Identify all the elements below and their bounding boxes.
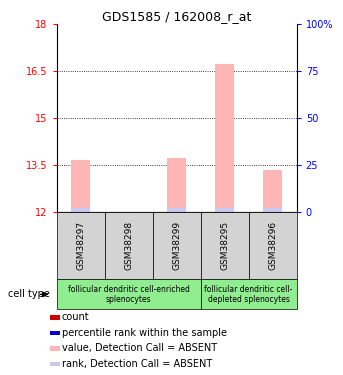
- Bar: [201, 212, 249, 279]
- Text: percentile rank within the sample: percentile rank within the sample: [62, 328, 227, 338]
- Bar: [153, 212, 201, 279]
- Text: value, Detection Call = ABSENT: value, Detection Call = ABSENT: [62, 343, 217, 353]
- Text: count: count: [62, 312, 90, 322]
- Text: GSM38299: GSM38299: [172, 221, 181, 270]
- Bar: [71, 208, 90, 212]
- Bar: [201, 279, 297, 309]
- Bar: [105, 212, 153, 279]
- Bar: [71, 160, 90, 212]
- Bar: [57, 212, 105, 279]
- Bar: [50, 315, 60, 320]
- Text: rank, Detection Call = ABSENT: rank, Detection Call = ABSENT: [62, 358, 212, 369]
- Text: GSM38296: GSM38296: [268, 221, 277, 270]
- Bar: [50, 362, 60, 366]
- Bar: [57, 279, 201, 309]
- Title: GDS1585 / 162008_r_at: GDS1585 / 162008_r_at: [102, 10, 251, 23]
- Bar: [50, 346, 60, 351]
- Bar: [167, 158, 186, 212]
- Text: cell type: cell type: [8, 290, 50, 299]
- Bar: [167, 208, 186, 212]
- Text: GSM38297: GSM38297: [76, 221, 85, 270]
- Text: follicular dendritic cell-enriched
splenocytes: follicular dendritic cell-enriched splen…: [68, 285, 190, 304]
- Bar: [215, 64, 234, 212]
- Bar: [263, 170, 282, 212]
- Text: follicular dendritic cell-
depleted splenocytes: follicular dendritic cell- depleted sple…: [204, 285, 293, 304]
- Bar: [215, 208, 234, 212]
- Bar: [249, 212, 297, 279]
- Bar: [50, 331, 60, 335]
- Text: GSM38295: GSM38295: [220, 221, 229, 270]
- Bar: [263, 208, 282, 212]
- Text: GSM38298: GSM38298: [124, 221, 133, 270]
